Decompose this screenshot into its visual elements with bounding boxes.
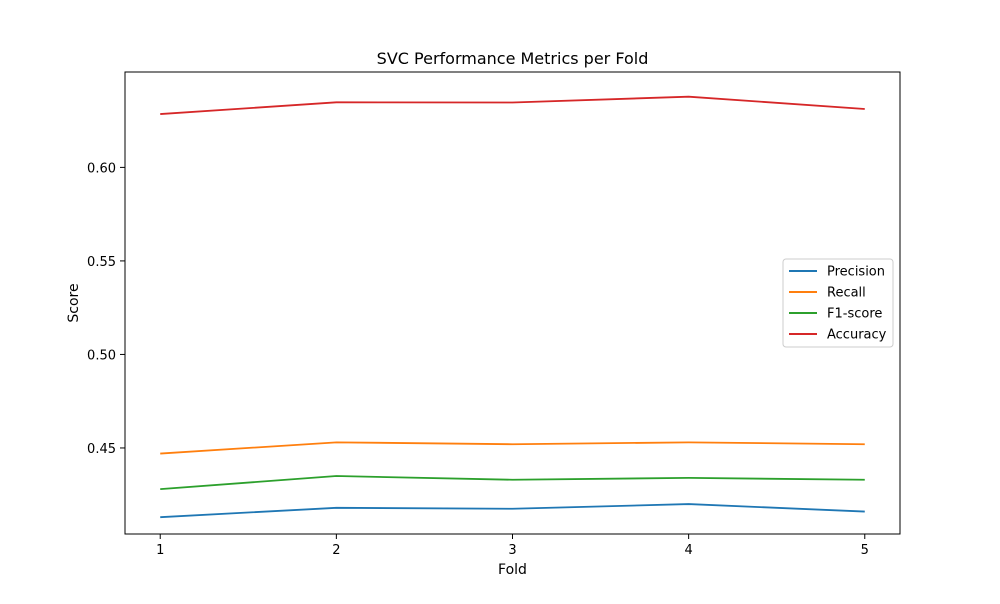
- y-tick-label: 0.60: [87, 161, 116, 176]
- series-line-recall: [160, 441, 865, 455]
- legend-box: [782, 258, 894, 348]
- series-line-precision: [160, 503, 865, 519]
- series-line-f1-score: [160, 475, 865, 491]
- y-axis: 0.45 0.50 0.55 0.60: [87, 161, 125, 457]
- y-axis-label: Score: [66, 283, 82, 322]
- legend-label-recall: Recall: [827, 286, 866, 301]
- x-axis-label: Fold: [498, 562, 527, 578]
- legend-label-precision: Precision: [827, 265, 885, 280]
- y-tick-label: 0.50: [87, 348, 116, 363]
- y-tick-label: 0.45: [87, 442, 116, 457]
- chart-title: SVC Performance Metrics per Fold: [377, 49, 649, 68]
- x-tick-label: 2: [332, 543, 340, 558]
- x-tick-label: 3: [508, 543, 516, 558]
- legend-label-f1-score: F1-score: [827, 307, 882, 322]
- plot-area: [160, 95, 865, 519]
- x-tick-label: 1: [156, 543, 164, 558]
- x-tick-label: 4: [684, 543, 692, 558]
- y-tick-label: 0.55: [87, 255, 116, 270]
- series-line-accuracy: [160, 95, 865, 115]
- x-axis: 1 2 3 4 5: [156, 534, 869, 558]
- x-tick-label: 5: [861, 543, 869, 558]
- legend-label-accuracy: Accuracy: [827, 328, 887, 343]
- legend: Precision Recall F1-score Accuracy: [782, 258, 894, 348]
